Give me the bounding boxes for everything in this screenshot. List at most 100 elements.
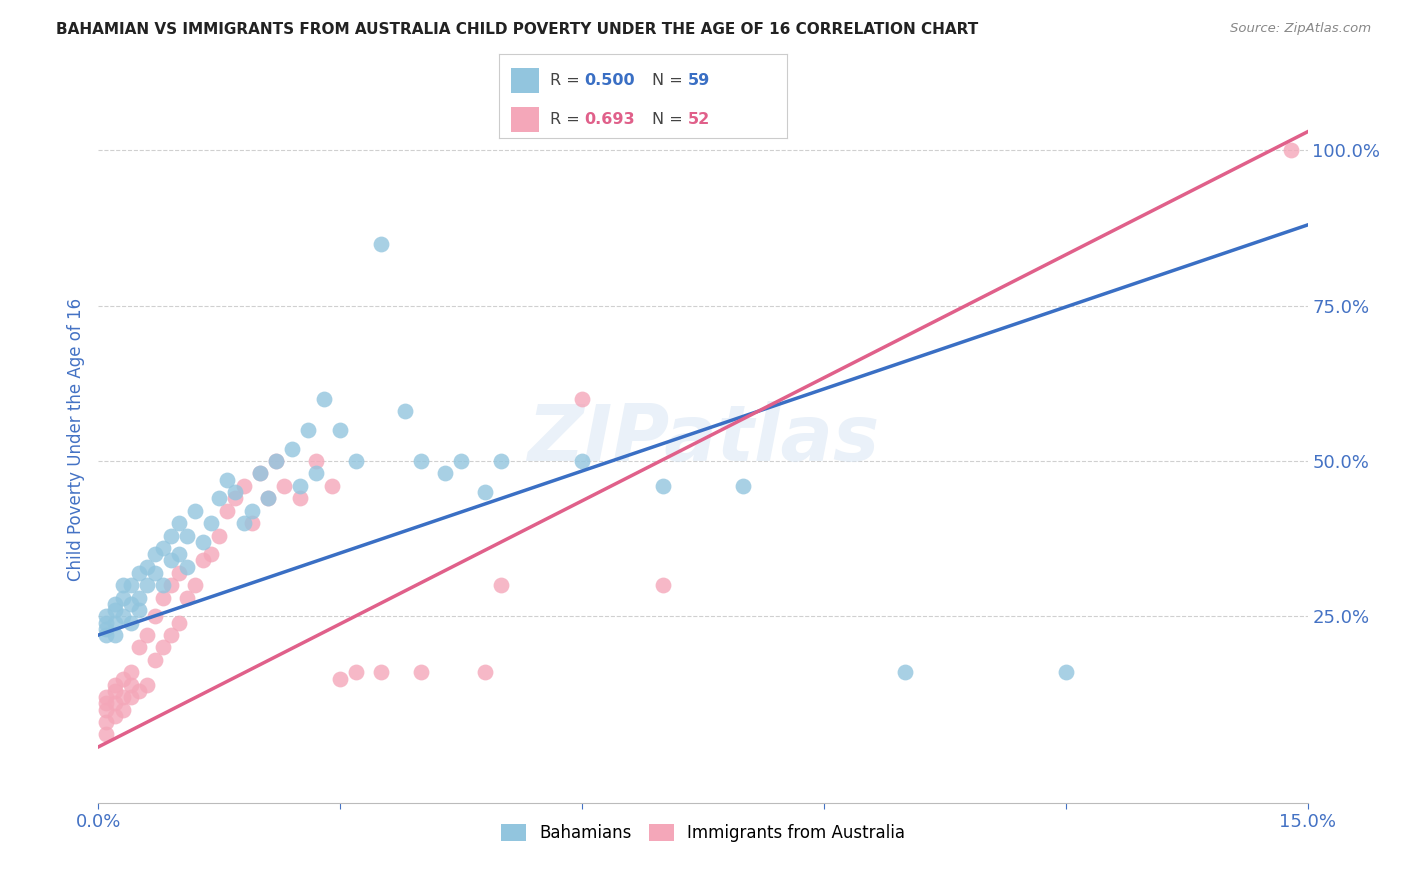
Text: 0.500: 0.500 bbox=[583, 73, 634, 88]
Point bbox=[288, 491, 311, 506]
Point bbox=[240, 516, 263, 531]
Point bbox=[103, 603, 125, 617]
Point bbox=[264, 454, 287, 468]
Point bbox=[160, 578, 183, 592]
Point bbox=[135, 559, 157, 574]
Point bbox=[96, 628, 118, 642]
Point bbox=[120, 615, 142, 630]
Point bbox=[167, 516, 190, 531]
Text: N =: N = bbox=[652, 112, 688, 128]
Point bbox=[176, 591, 198, 605]
Point bbox=[111, 578, 134, 592]
Point bbox=[128, 603, 150, 617]
Point bbox=[128, 684, 150, 698]
Point bbox=[208, 528, 231, 542]
Point bbox=[167, 566, 190, 580]
Point bbox=[96, 703, 118, 717]
Point bbox=[224, 485, 246, 500]
Text: R =: R = bbox=[550, 112, 585, 128]
Point bbox=[344, 665, 367, 680]
Point bbox=[217, 504, 239, 518]
Point bbox=[273, 479, 295, 493]
Text: ZIPatlas: ZIPatlas bbox=[527, 401, 879, 477]
Point bbox=[208, 491, 231, 506]
Point bbox=[474, 665, 496, 680]
Point bbox=[491, 578, 513, 592]
Point bbox=[651, 578, 673, 592]
Point bbox=[305, 454, 328, 468]
Point bbox=[450, 454, 472, 468]
Point bbox=[143, 609, 166, 624]
Point bbox=[120, 690, 142, 705]
Point bbox=[111, 672, 134, 686]
Point bbox=[128, 640, 150, 655]
Point bbox=[152, 578, 174, 592]
Point bbox=[394, 404, 416, 418]
FancyBboxPatch shape bbox=[510, 107, 540, 132]
Point bbox=[160, 628, 183, 642]
Point bbox=[651, 479, 673, 493]
Point bbox=[344, 454, 367, 468]
Point bbox=[409, 454, 432, 468]
Point bbox=[111, 690, 134, 705]
Point bbox=[152, 640, 174, 655]
Point bbox=[240, 504, 263, 518]
Point bbox=[103, 678, 125, 692]
Point bbox=[152, 541, 174, 555]
Point bbox=[249, 467, 271, 481]
Point bbox=[314, 392, 336, 406]
Point bbox=[264, 454, 287, 468]
Point bbox=[111, 609, 134, 624]
Point bbox=[143, 566, 166, 580]
Point bbox=[329, 423, 352, 437]
Point bbox=[176, 528, 198, 542]
Point bbox=[103, 628, 125, 642]
Point bbox=[224, 491, 246, 506]
Point bbox=[200, 516, 222, 531]
Point bbox=[103, 597, 125, 611]
Point bbox=[217, 473, 239, 487]
Point bbox=[120, 597, 142, 611]
Point bbox=[297, 423, 319, 437]
Y-axis label: Child Poverty Under the Age of 16: Child Poverty Under the Age of 16 bbox=[66, 298, 84, 581]
Point bbox=[370, 236, 392, 251]
Point bbox=[249, 467, 271, 481]
Point bbox=[120, 578, 142, 592]
Point bbox=[1054, 665, 1077, 680]
Point bbox=[571, 454, 593, 468]
Point bbox=[128, 566, 150, 580]
Point bbox=[152, 591, 174, 605]
Point bbox=[193, 534, 215, 549]
Point bbox=[305, 467, 328, 481]
Point bbox=[232, 516, 254, 531]
Point bbox=[135, 628, 157, 642]
Point bbox=[143, 547, 166, 561]
Text: N =: N = bbox=[652, 73, 688, 88]
Point bbox=[167, 615, 190, 630]
Text: R =: R = bbox=[550, 73, 585, 88]
Point bbox=[200, 547, 222, 561]
Point bbox=[96, 609, 118, 624]
Point bbox=[176, 559, 198, 574]
Point bbox=[120, 678, 142, 692]
FancyBboxPatch shape bbox=[510, 68, 540, 94]
Text: 59: 59 bbox=[688, 73, 710, 88]
Point bbox=[96, 690, 118, 705]
Point bbox=[96, 615, 118, 630]
Point bbox=[184, 578, 207, 592]
Point bbox=[96, 714, 118, 729]
Point bbox=[409, 665, 432, 680]
Point bbox=[329, 672, 352, 686]
Point bbox=[143, 653, 166, 667]
Point bbox=[193, 553, 215, 567]
Point bbox=[103, 708, 125, 723]
Point bbox=[288, 479, 311, 493]
Point bbox=[167, 547, 190, 561]
Point bbox=[111, 703, 134, 717]
Point bbox=[111, 591, 134, 605]
Point bbox=[135, 678, 157, 692]
Point bbox=[103, 684, 125, 698]
Point bbox=[491, 454, 513, 468]
Point bbox=[160, 528, 183, 542]
Text: 52: 52 bbox=[688, 112, 710, 128]
